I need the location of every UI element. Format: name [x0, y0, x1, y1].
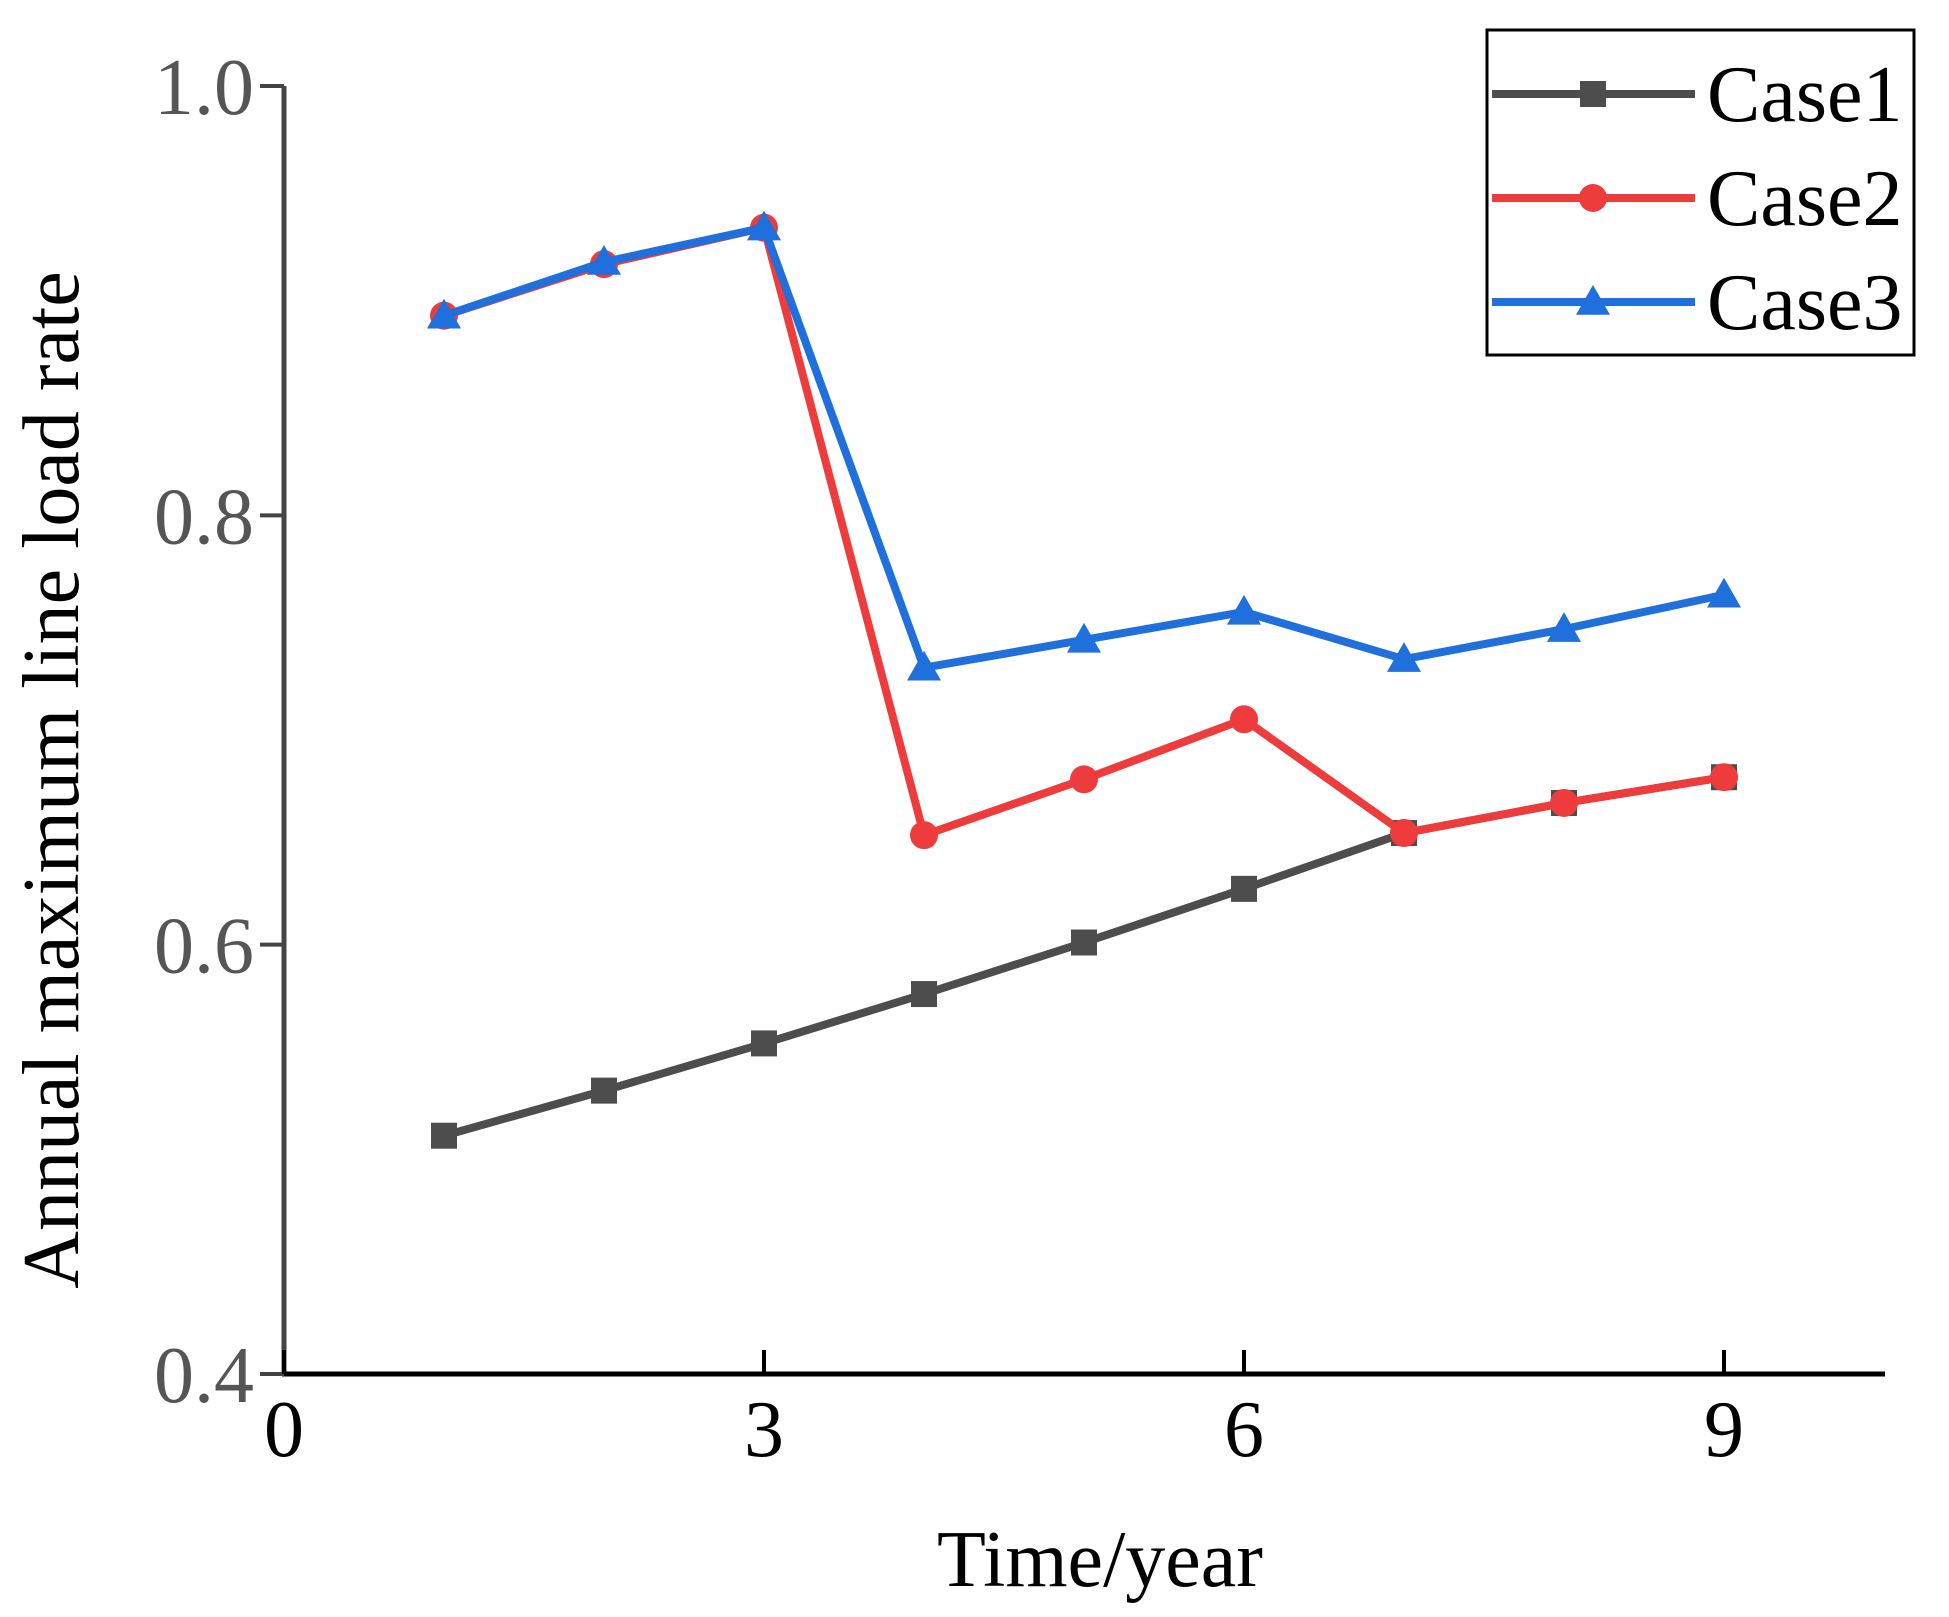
data-point: [1390, 819, 1418, 848]
data-point: [1231, 875, 1257, 902]
data-point: [911, 981, 937, 1008]
y-tick-label: 0.8: [154, 473, 254, 561]
data-point: [587, 245, 621, 275]
data-point: [1067, 622, 1101, 653]
series-case1: [431, 764, 1737, 1149]
legend-entry-case3: Case3: [1492, 259, 1903, 347]
data-point: [431, 1122, 457, 1149]
y-ticks: 0.4 0.6 0.8 1.0: [154, 44, 284, 1420]
data-point: [751, 1030, 777, 1057]
x-tick-label: 6: [1224, 1386, 1264, 1474]
x-ticks: 0 3 6 9: [264, 1350, 1744, 1474]
legend-label: Case2: [1707, 155, 1903, 243]
series-line: [442, 773, 1725, 1140]
x-tick-label: 0: [264, 1386, 304, 1474]
data-point: [1230, 705, 1258, 734]
data-point: [907, 650, 941, 681]
legend-marker: [1579, 184, 1607, 212]
data-point: [1710, 763, 1738, 792]
axes: [281, 86, 1885, 1377]
x-tick-label: 3: [744, 1386, 784, 1474]
legend: Case1 Case2 Case3: [1485, 28, 1916, 357]
data-point: [1550, 788, 1578, 817]
legend-label: Case1: [1707, 51, 1903, 139]
data-point: [910, 821, 938, 850]
legend-entry-case1: Case1: [1492, 51, 1903, 139]
series-layer: [427, 210, 1741, 1149]
data-point: [1070, 765, 1098, 794]
y-tick-label: 1.0: [154, 44, 254, 132]
data-point: [427, 298, 461, 329]
legend-label: Case3: [1707, 259, 1903, 347]
series-case3: [427, 210, 1741, 681]
legend-marker: [1580, 81, 1606, 107]
data-point: [1071, 929, 1097, 956]
data-point: [747, 210, 781, 241]
data-point: [1707, 577, 1741, 608]
y-axis-title: Annual maximum line load rate: [8, 271, 96, 1289]
data-point: [591, 1077, 617, 1104]
legend-marker: [1576, 285, 1610, 315]
data-point: [1547, 612, 1581, 642]
data-point: [1227, 594, 1261, 625]
y-tick-label: 0.4: [154, 1332, 254, 1420]
x-tick-label: 9: [1704, 1386, 1744, 1474]
data-point: [1387, 642, 1421, 672]
y-tick-label: 0.6: [154, 903, 254, 991]
legend-entry-case2: Case2: [1492, 155, 1903, 243]
x-axis-title: Time/year: [937, 1516, 1263, 1604]
